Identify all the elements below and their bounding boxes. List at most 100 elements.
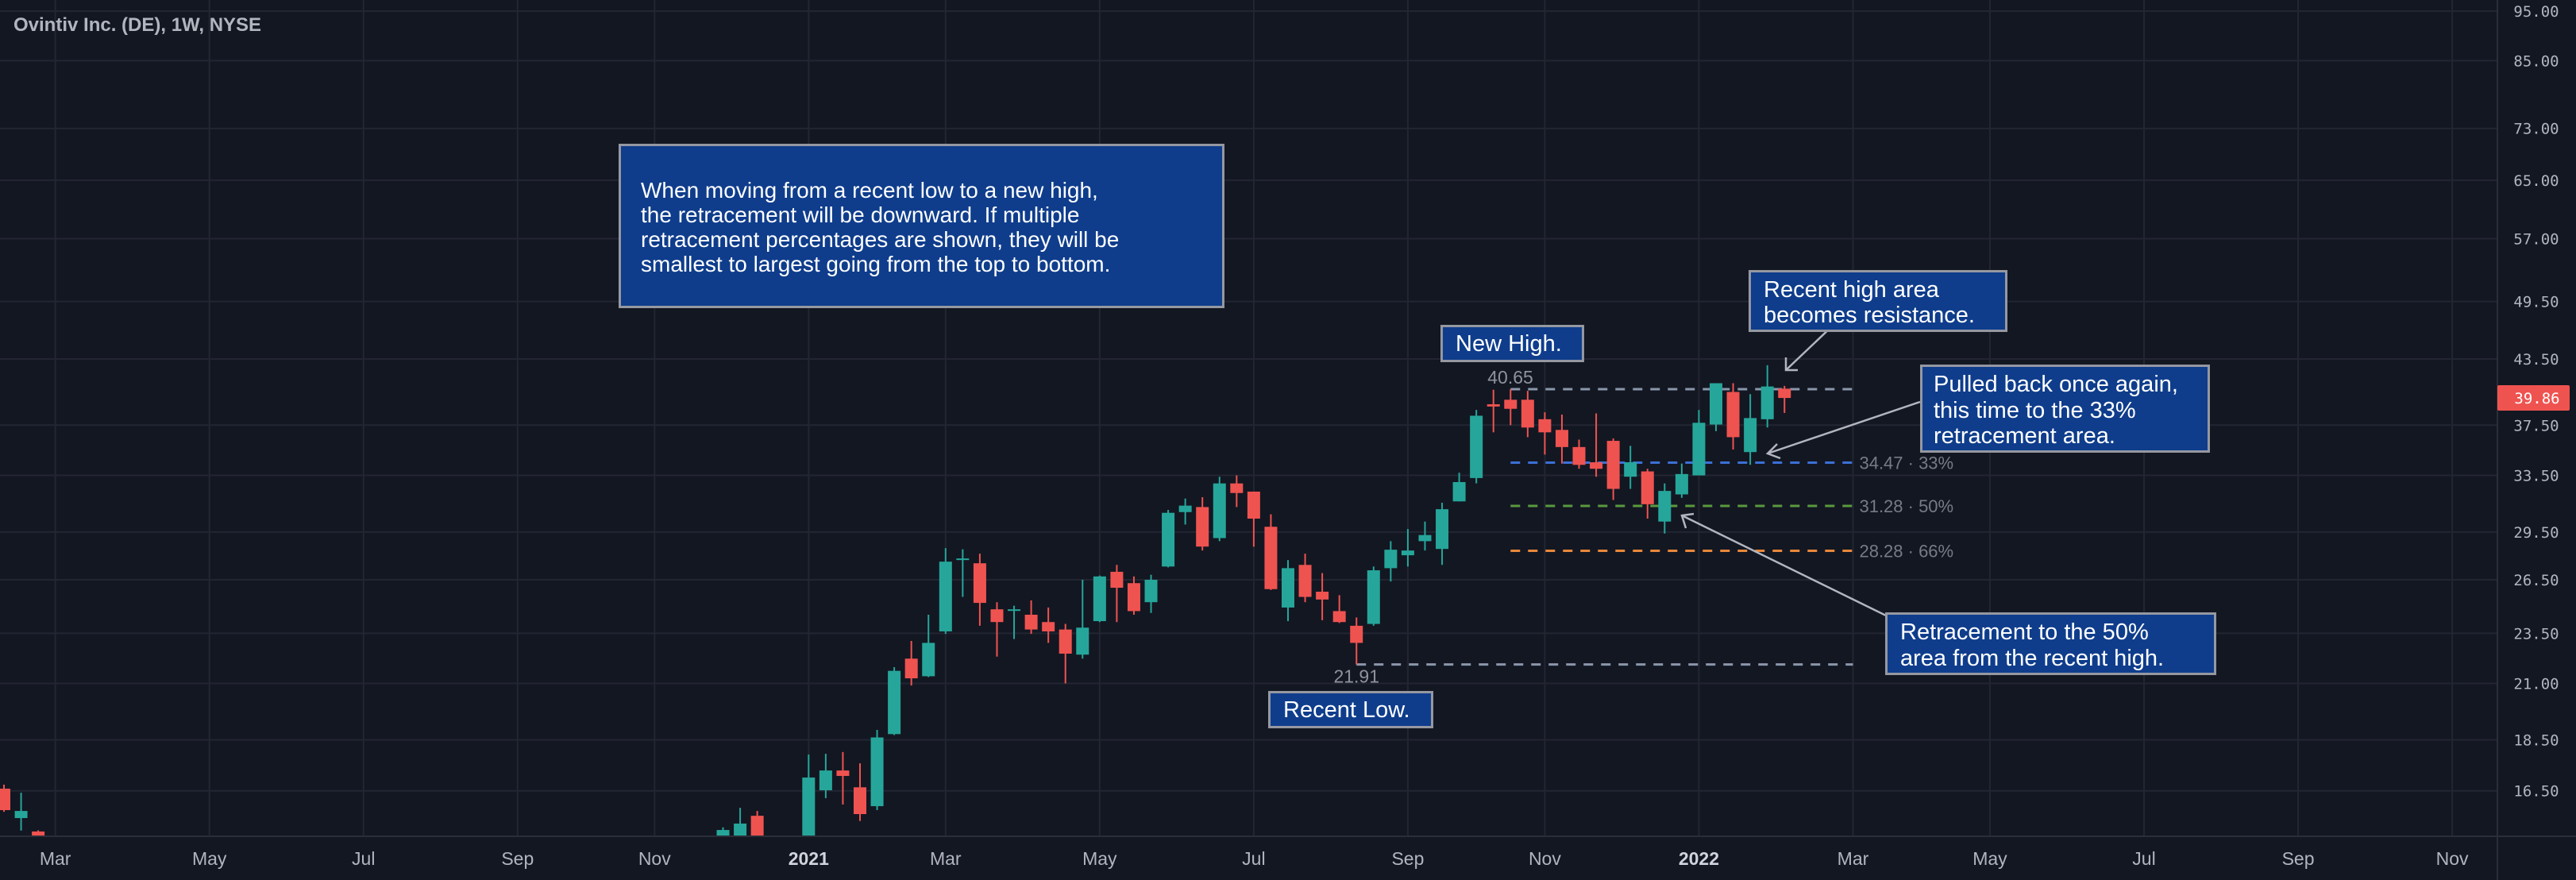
candle-body: [1710, 383, 1722, 425]
candle-body: [1024, 614, 1038, 630]
candle-body: [1008, 609, 1021, 612]
candle-body: [1606, 441, 1620, 489]
fib-level-label: 34.47 · 33%: [1859, 454, 1953, 473]
candle-up: [1076, 579, 1089, 659]
candle-body: [1230, 483, 1244, 493]
arrow-retracement-50[interactable]: [1680, 512, 1887, 617]
candle-body: [1692, 423, 1706, 476]
candle-body: [1675, 473, 1688, 495]
candle-down: [1024, 600, 1038, 635]
candle-body: [1590, 462, 1603, 469]
candle-body: [990, 609, 1004, 623]
price-axis[interactable]: 95.00 85.00 73.00 65.00 57.00 49.50 43.50 37.50…: [2513, 3, 2559, 801]
annotation-arrows: [1680, 325, 1921, 617]
candle-down: [904, 640, 918, 686]
candle-body: [1110, 571, 1124, 589]
candle-up: [1760, 365, 1774, 428]
high-price-label: 40.65: [1487, 367, 1533, 388]
candle-down: [1521, 391, 1534, 438]
candle-up: [1744, 394, 1757, 465]
new-high-callout[interactable]: New High.: [1440, 325, 1584, 362]
recent-low-callout[interactable]: Recent Low.: [1268, 691, 1433, 728]
candle-body: [1436, 509, 1449, 550]
time-tick-label: Mar: [930, 848, 962, 869]
candle-body: [1332, 611, 1346, 623]
candle-body: [1487, 403, 1500, 407]
candle-body: [854, 787, 866, 814]
retracement-50-callout[interactable]: Retracement to the 50% area from the rec…: [1885, 612, 2216, 675]
candle-body: [1298, 565, 1312, 597]
pulled-back-callout[interactable]: Pulled back once again, this time to the…: [1920, 365, 2210, 453]
candle-body: [1127, 583, 1140, 612]
price-tick-label: 73.00: [2513, 121, 2559, 138]
candle-body: [904, 658, 918, 679]
candle-down: [1110, 565, 1124, 623]
fib-retracement-tool[interactable]: 40.65 21.91 34.47 · 33% 31.28 · 50% 28.28 · …: [1333, 367, 1953, 687]
price-tick-label: 65.00: [2513, 172, 2559, 190]
grid: [0, 0, 2497, 836]
arrow-pulled-back[interactable]: [1765, 400, 1921, 460]
candle-body: [956, 558, 970, 561]
candle-body: [973, 563, 986, 604]
candle-up: [1213, 477, 1226, 542]
time-tick-label: Mar: [1838, 848, 1869, 869]
candle-up: [1144, 574, 1158, 613]
candle-up: [1178, 498, 1192, 525]
fib-level-label: 28.28 · 66%: [1859, 542, 1953, 562]
candle-body: [1470, 415, 1483, 478]
price-tick-label: 21.00: [2513, 675, 2559, 693]
arrow-resistance[interactable]: [1784, 325, 1834, 372]
candle-up: [1418, 521, 1432, 551]
time-tick-label: Jul: [1242, 848, 1265, 869]
candle-up: [870, 729, 884, 811]
candle-up: [1452, 473, 1466, 502]
candle-down: [1778, 385, 1791, 413]
candle-body: [1658, 491, 1672, 522]
price-tick-label: 33.50: [2513, 468, 2559, 485]
candle-up: [1624, 446, 1637, 489]
chart-title: Ovintiv Inc. (DE), 1W, NYSE: [13, 14, 262, 36]
candle-up: [1282, 560, 1294, 622]
candle-body: [1401, 550, 1414, 556]
time-tick-label: May: [1972, 848, 2007, 869]
candle-up: [1008, 605, 1021, 639]
candle-down: [1042, 607, 1055, 643]
candle-body: [1778, 388, 1791, 399]
last-price-badge: 39.86: [2497, 385, 2570, 411]
candle-down: [1487, 389, 1500, 433]
time-tick-label: 2021: [789, 848, 829, 869]
low-price-label: 21.91: [1333, 666, 1379, 687]
candle-up: [939, 548, 952, 635]
time-tick-label: May: [1082, 848, 1117, 869]
candle-down: [1316, 573, 1329, 620]
price-tick-label: 57.00: [2513, 230, 2559, 248]
explainer-callout[interactable]: When moving from a recent low to a new h…: [619, 144, 1224, 308]
time-tick-label: Nov: [2436, 848, 2469, 869]
candle-body: [1726, 392, 1740, 438]
candle-body: [14, 811, 28, 819]
candle-down: [1230, 475, 1244, 508]
candle-up: [1162, 510, 1175, 568]
price-tick-label: 29.50: [2513, 524, 2559, 542]
candle-down: [0, 784, 10, 812]
candle-down: [750, 811, 764, 836]
candle-down: [1590, 413, 1603, 477]
candle-body: [1144, 579, 1158, 603]
candle-up: [1710, 383, 1722, 431]
candle-down: [1264, 514, 1278, 590]
candle-down: [1298, 554, 1312, 603]
candle-body: [1521, 399, 1534, 428]
time-axis[interactable]: Mar May Jul Sep Nov 2021 Mar May Jul Sep Nov 2022 Ma…: [40, 848, 2469, 869]
price-tick-label: 95.00: [2513, 3, 2559, 21]
candle-body: [1282, 568, 1294, 608]
candle-down: [973, 554, 986, 626]
candle-body: [0, 788, 10, 811]
candle-up: [716, 827, 730, 836]
candle-up: [1436, 503, 1449, 565]
price-tick-label: 26.50: [2513, 572, 2559, 589]
candle-down: [1247, 491, 1260, 547]
candle-body: [1418, 535, 1432, 542]
resistance-callout[interactable]: Recent high area becomes resistance.: [1749, 270, 2007, 332]
